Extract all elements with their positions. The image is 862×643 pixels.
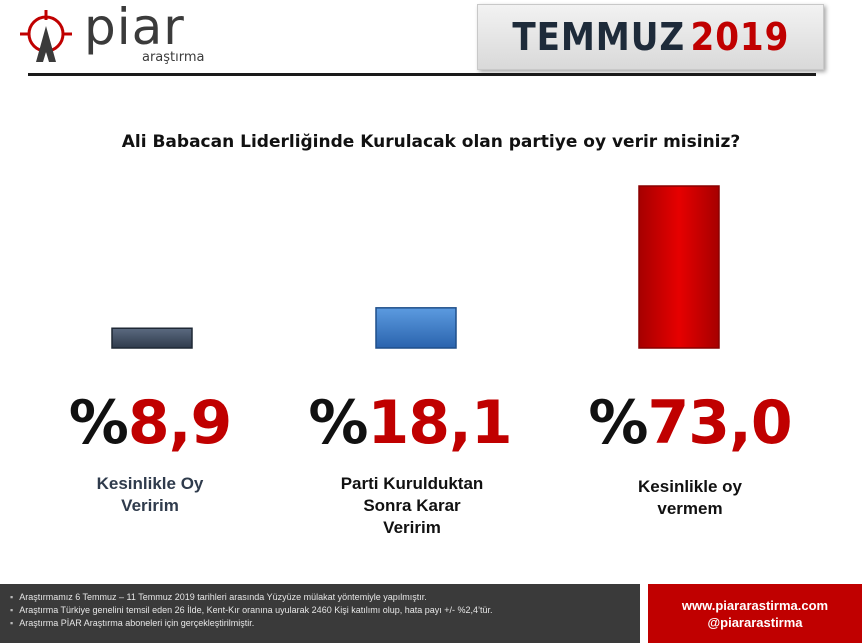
- category-label-1: Kesinlikle Oy Veririm: [96, 474, 204, 515]
- bar-2: [375, 307, 457, 349]
- crosshair-logo-icon: [20, 10, 72, 62]
- logo-wordmark: piar: [84, 0, 185, 56]
- footer-contact: www.piararastirma.com @piararastirma: [648, 584, 862, 643]
- piar-logo: piar araştırma: [14, 0, 214, 68]
- bar-3: [638, 185, 720, 349]
- bar-chart: [111, 185, 720, 349]
- logo-subtitle: araştırma: [142, 50, 205, 65]
- website-link[interactable]: www.piararastirma.com: [681, 597, 829, 613]
- year-label: 2019: [690, 15, 789, 59]
- footer-note-2: ▪ Araştırma Türkiye genelini temsil eden …: [10, 605, 493, 615]
- value-label-2: %18,1: [308, 388, 512, 458]
- value-label-1: %8,9: [68, 388, 232, 458]
- footer-note-1: ▪ Araştırmamız 6 Temmuz – 11 Temmuz 2019 …: [10, 592, 427, 602]
- month-label: TEMMUZ: [512, 15, 685, 59]
- month-banner: TEMMUZ 2019: [477, 4, 824, 70]
- chart-title: Ali Babacan Liderliğinde Kurulacak olan …: [121, 132, 741, 152]
- value-label-3: %73,0: [588, 388, 792, 458]
- category-label-2: Parti Kurulduktan Sonra Karar Veririm: [340, 474, 484, 537]
- category-label-3: Kesinlikle oy vermem: [638, 477, 742, 518]
- header-divider: [28, 73, 816, 76]
- footer-note-3: ▪ Araştırma PİAR Araştırma aboneleri için…: [10, 618, 255, 628]
- social-handle: @piararastirma: [707, 614, 803, 630]
- bar-1: [111, 327, 193, 349]
- footer-notes: ▪ Araştırmamız 6 Temmuz – 11 Temmuz 2019 …: [0, 584, 640, 643]
